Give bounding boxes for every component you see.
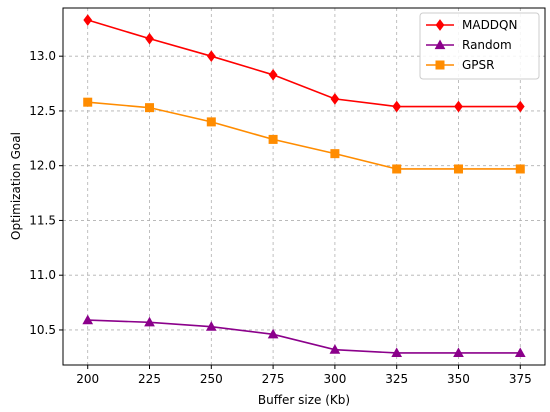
x-axis-label: Buffer size (Kb) [258,393,350,407]
data-point-random [329,344,341,354]
data-point-maddqn [330,93,340,105]
series-line-random [87,319,521,354]
legend-item-maddqn: MADDQN [426,18,517,32]
data-point-maddqn [268,68,278,81]
data-point-gpsr [268,134,278,144]
data-point-maddqn [206,50,216,63]
y-tick-label: 12.5 [29,104,56,118]
legend-label-gpsr: GPSR [462,58,495,72]
data-point-gpsr [83,97,93,107]
data-point-random [144,316,155,327]
legend-item-random: Random [426,38,512,52]
series-layer [82,14,526,358]
data-point-gpsr [330,149,340,159]
data-point-random [453,347,464,358]
x-tick-label: 375 [509,372,532,386]
data-point-gpsr [145,103,155,113]
data-point-random [82,314,94,325]
data-point-random [391,347,403,358]
legend-marker-gpsr [435,60,445,70]
series-gpsr [83,97,525,174]
data-point-random [205,321,217,331]
data-point-gpsr [206,117,216,127]
legend-item-gpsr: GPSR [426,58,495,72]
data-point-maddqn [145,32,154,45]
y-tick-label: 10.5 [29,323,56,337]
series-line-gpsr [87,101,521,170]
legend-label-random: Random [462,38,512,52]
y-tick-label: 13.0 [29,49,56,63]
x-tick-label: 350 [447,372,470,386]
x-tick-label: 275 [262,372,285,386]
x-tick-label: 250 [200,372,223,386]
y-tick-label: 12.0 [29,159,56,173]
y-tick-label: 11.0 [29,268,56,282]
legend-marker-random [434,39,446,50]
data-point-random [514,347,526,358]
legend-marker-maddqn [435,19,445,31]
y-axis-label: Optimization Goal [9,132,23,240]
x-tick-label: 225 [138,372,161,386]
series-maddqn [83,14,525,113]
series-line-maddqn [87,19,521,108]
x-tick-label: 300 [323,372,346,386]
legend-box [419,12,540,80]
legend: MADDQN Random GPSR [419,12,540,80]
plot-frame [62,7,546,366]
data-point-maddqn [83,14,93,26]
axis-ticks: 200 225 250 275 300 325 350 375 10.5 11.0 11.5 12.0… [29,49,531,386]
data-point-random [267,328,279,339]
data-point-gpsr [453,164,463,174]
data-point-gpsr [515,164,525,174]
data-point-maddqn [515,100,525,113]
series-random [82,314,526,358]
data-point-maddqn [454,100,463,113]
data-point-gpsr [392,164,402,174]
x-tick-label: 325 [385,372,408,386]
data-point-maddqn [392,100,402,113]
y-tick-label: 11.5 [29,213,56,227]
gridlines [63,8,545,365]
legend-label-maddqn: MADDQN [462,18,517,32]
x-tick-label: 200 [76,372,99,386]
